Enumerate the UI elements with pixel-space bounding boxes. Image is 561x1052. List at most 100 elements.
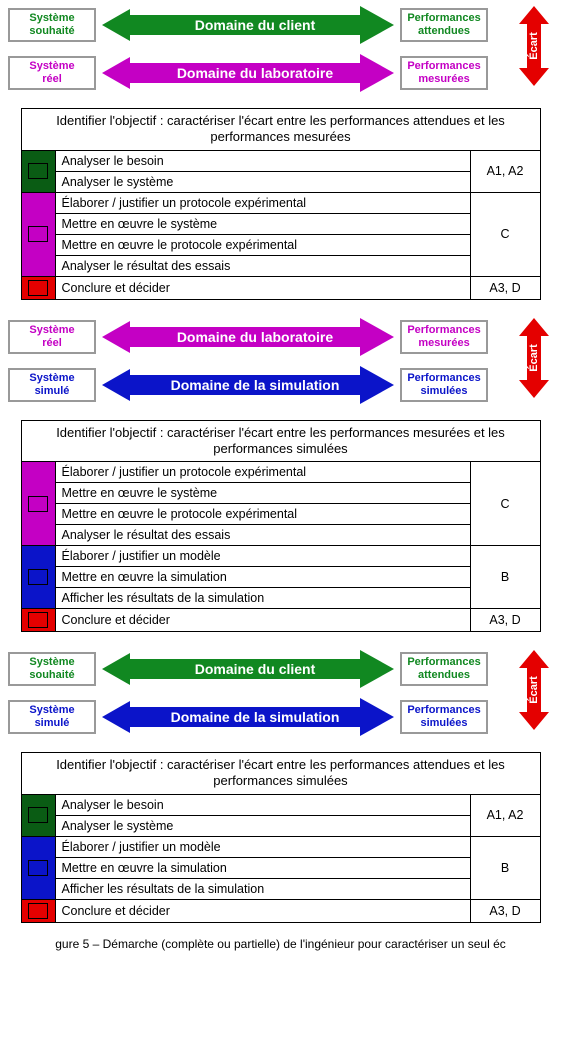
domain-arrow: Domaine du client xyxy=(102,650,394,688)
flow-row: SystèmeréelDomaine du laboratoirePerform… xyxy=(8,316,553,358)
system-box-line1: Système xyxy=(29,704,74,717)
system-box-line1: Système xyxy=(29,324,74,337)
task-cell: Mettre en œuvre le système xyxy=(55,483,470,504)
system-box: Systèmeréel xyxy=(8,56,96,90)
flow-row: SystèmeréelDomaine du laboratoirePerform… xyxy=(8,52,553,94)
table-row: Mettre en œuvre le protocole expérimenta… xyxy=(21,504,540,525)
task-cell: Élaborer / justifier un modèle xyxy=(55,546,470,567)
color-cell xyxy=(21,150,55,192)
table-row: Analyser le résultat des essais xyxy=(21,525,540,546)
table-header: Identifier l'objectif : caractériser l'é… xyxy=(21,109,540,151)
color-chip xyxy=(28,226,48,242)
table-row: Mettre en œuvre le système xyxy=(21,213,540,234)
table-header-row: Identifier l'objectif : caractériser l'é… xyxy=(21,753,540,795)
ecart-arrow: Écart xyxy=(519,318,549,398)
domain-arrow-label: Domaine de la simulation xyxy=(102,698,394,736)
table-row: Analyser le besoinA1, A2 xyxy=(21,794,540,815)
table-row: Analyser le système xyxy=(21,171,540,192)
domain-arrow: Domaine du client xyxy=(102,6,394,44)
color-chip xyxy=(28,496,48,512)
color-cell xyxy=(21,899,55,922)
table-row: Afficher les résultats de la simulation xyxy=(21,878,540,899)
code-cell: A1, A2 xyxy=(470,150,540,192)
domain-arrow: Domaine du laboratoire xyxy=(102,318,394,356)
task-cell: Mettre en œuvre la simulation xyxy=(55,567,470,588)
flow-row: SystèmesouhaitéDomaine du clientPerforma… xyxy=(8,648,553,690)
task-cell: Afficher les résultats de la simulation xyxy=(55,588,470,609)
color-cell xyxy=(21,836,55,899)
code-cell: A1, A2 xyxy=(470,794,540,836)
table-row: Afficher les résultats de la simulation xyxy=(21,588,540,609)
task-cell: Conclure et décider xyxy=(55,899,470,922)
color-chip xyxy=(28,163,48,179)
task-cell: Conclure et décider xyxy=(55,609,470,632)
performance-box: Performancessimulées xyxy=(400,700,488,734)
table-row: Conclure et déciderA3, D xyxy=(21,899,540,922)
objective-table: Identifier l'objectif : caractériser l'é… xyxy=(21,108,541,300)
code-cell: A3, D xyxy=(470,276,540,299)
performance-box-line2: attendues xyxy=(418,669,470,682)
domain-arrow-label: Domaine du laboratoire xyxy=(102,54,394,92)
table-header: Identifier l'objectif : caractériser l'é… xyxy=(21,420,540,462)
code-cell: C xyxy=(470,192,540,276)
code-cell: A3, D xyxy=(470,899,540,922)
ecart-arrow: Écart xyxy=(519,650,549,730)
color-cell xyxy=(21,192,55,276)
ecart-label: Écart xyxy=(528,676,540,704)
domain-arrow: Domaine du laboratoire xyxy=(102,54,394,92)
flow-row: SystèmesimuléDomaine de la simulationPer… xyxy=(8,364,553,406)
performance-box-line2: simulées xyxy=(420,717,467,730)
ecart-arrow: Écart xyxy=(519,6,549,86)
performance-box-line2: mesurées xyxy=(418,337,469,350)
task-cell: Analyser le résultat des essais xyxy=(55,255,470,276)
color-chip xyxy=(28,569,48,585)
task-cell: Élaborer / justifier un protocole expéri… xyxy=(55,192,470,213)
flow-block: SystèmesouhaitéDomaine du clientPerforma… xyxy=(0,644,561,748)
flow-block: SystèmesouhaitéDomaine du clientPerforma… xyxy=(0,0,561,104)
table-header-row: Identifier l'objectif : caractériser l'é… xyxy=(21,109,540,151)
system-box: Systèmesouhaité xyxy=(8,652,96,686)
domain-arrow: Domaine de la simulation xyxy=(102,698,394,736)
color-chip xyxy=(28,860,48,876)
task-cell: Analyser le système xyxy=(55,171,470,192)
table-row: Analyser le besoinA1, A2 xyxy=(21,150,540,171)
task-cell: Élaborer / justifier un protocole expéri… xyxy=(55,462,470,483)
task-cell: Mettre en œuvre la simulation xyxy=(55,857,470,878)
performance-box-line2: attendues xyxy=(418,25,470,38)
task-cell: Analyser le besoin xyxy=(55,150,470,171)
color-cell xyxy=(21,794,55,836)
system-box-line2: souhaité xyxy=(29,669,74,682)
code-cell: C xyxy=(470,462,540,546)
table-row: Analyser le système xyxy=(21,815,540,836)
performance-box: Performancesattendues xyxy=(400,8,488,42)
task-cell: Mettre en œuvre le protocole expérimenta… xyxy=(55,504,470,525)
task-cell: Élaborer / justifier un modèle xyxy=(55,836,470,857)
table-row: Élaborer / justifier un protocole expéri… xyxy=(21,192,540,213)
domain-arrow-label: Domaine du client xyxy=(102,650,394,688)
ecart-label: Écart xyxy=(528,344,540,372)
color-cell xyxy=(21,462,55,546)
table-row: Mettre en œuvre la simulation xyxy=(21,567,540,588)
system-box-line1: Système xyxy=(29,656,74,669)
code-cell: B xyxy=(470,836,540,899)
color-chip xyxy=(28,612,48,628)
domain-arrow: Domaine de la simulation xyxy=(102,366,394,404)
color-cell xyxy=(21,546,55,609)
domain-arrow-label: Domaine du client xyxy=(102,6,394,44)
performance-box-line1: Performances xyxy=(407,324,480,337)
performance-box-line1: Performances xyxy=(407,12,480,25)
task-cell: Afficher les résultats de la simulation xyxy=(55,878,470,899)
system-box-line2: réel xyxy=(42,337,62,350)
objective-table: Identifier l'objectif : caractériser l'é… xyxy=(21,752,541,923)
system-box-line2: souhaité xyxy=(29,25,74,38)
performance-box: Performancesmesurées xyxy=(400,56,488,90)
system-box-line1: Système xyxy=(29,60,74,73)
flow-block: SystèmeréelDomaine du laboratoirePerform… xyxy=(0,312,561,416)
color-cell xyxy=(21,609,55,632)
table-row: Élaborer / justifier un modèleB xyxy=(21,546,540,567)
system-box: Systèmesouhaité xyxy=(8,8,96,42)
figure-caption: gure 5 – Démarche (complète ou partielle… xyxy=(0,935,561,957)
performance-box: Performancesmesurées xyxy=(400,320,488,354)
performance-box-line1: Performances xyxy=(407,372,480,385)
color-chip xyxy=(28,903,48,919)
